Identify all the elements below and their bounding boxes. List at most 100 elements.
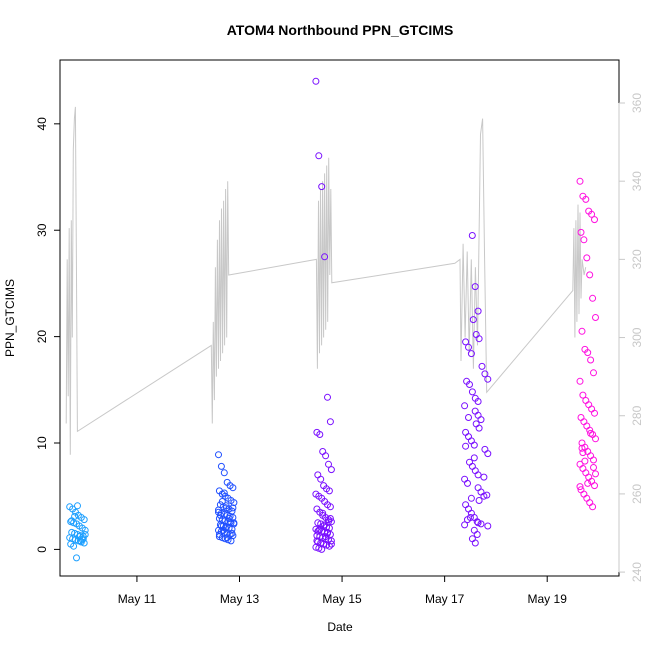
data-point — [580, 418, 588, 426]
data-point — [326, 503, 334, 511]
data-point — [579, 391, 587, 399]
data-point — [475, 497, 483, 504]
x-axis: May 11 May 13 May 15 May 17 May 19 — [118, 575, 568, 606]
line-series — [65, 106, 587, 455]
data-point — [468, 388, 476, 396]
data-point — [474, 411, 482, 419]
data-point — [589, 294, 597, 302]
data-point — [312, 77, 320, 85]
y2-tick-label: 260 — [630, 484, 644, 504]
x-tick-label: May 19 — [528, 592, 568, 606]
data-point — [474, 398, 482, 405]
data-point — [583, 422, 591, 430]
y-tick-label: 40 — [35, 117, 49, 131]
data-point — [230, 519, 238, 527]
data-point — [592, 435, 599, 443]
data-point — [579, 465, 587, 472]
y2-tick-label: 300 — [630, 327, 644, 347]
chart-title: ATOM4 Northbound PPN_GTCIMS — [227, 22, 454, 38]
data-point — [314, 471, 322, 479]
data-point — [318, 183, 326, 191]
data-point — [483, 491, 491, 499]
data-point — [218, 498, 226, 505]
data-point — [580, 236, 588, 244]
data-point — [585, 473, 593, 481]
data-point — [319, 448, 327, 455]
data-point — [467, 494, 475, 502]
data-point — [470, 526, 478, 534]
data-point — [577, 228, 585, 236]
data-point — [484, 375, 492, 383]
data-point — [325, 460, 332, 468]
x-tick-label: May 17 — [425, 592, 465, 606]
data-point — [465, 505, 472, 513]
data-point — [318, 545, 326, 553]
data-point — [472, 420, 480, 428]
data-point — [470, 441, 478, 449]
data-point — [473, 518, 481, 526]
data-point — [580, 490, 588, 498]
data-point — [81, 526, 89, 534]
data-point — [319, 509, 327, 517]
data-point — [583, 494, 591, 502]
y-axis-right: 240 260 280 300 320 340 360 — [618, 93, 644, 582]
y-tick-label: 20 — [35, 330, 49, 344]
data-point — [73, 554, 80, 562]
data-point — [314, 527, 322, 535]
data-point — [484, 450, 492, 458]
data-point — [582, 469, 590, 477]
x-axis-label: Date — [327, 620, 353, 634]
data-point — [461, 521, 469, 529]
data-point — [324, 528, 331, 536]
data-point — [464, 479, 471, 487]
data-point — [79, 535, 87, 543]
data-point — [586, 271, 594, 279]
data-point — [327, 540, 335, 548]
data-point — [587, 356, 595, 364]
y-tick-label: 0 — [35, 546, 49, 553]
data-point — [215, 506, 222, 514]
data-point — [471, 407, 479, 415]
data-point — [462, 428, 470, 436]
data-point — [467, 437, 475, 445]
data-point — [325, 487, 333, 495]
data-point — [474, 484, 482, 492]
data-point — [74, 502, 81, 510]
data-point — [582, 195, 590, 203]
data-point — [468, 232, 476, 239]
data-point — [81, 531, 89, 538]
data-point — [474, 471, 482, 479]
y2-tick-label: 320 — [630, 249, 644, 269]
data-point — [477, 520, 485, 528]
data-point — [576, 377, 584, 385]
data-point — [473, 531, 481, 538]
data-point — [225, 515, 233, 522]
data-point — [582, 397, 590, 404]
points-layer — [66, 77, 599, 562]
data-point — [478, 362, 486, 370]
y-tick-label: 30 — [35, 223, 49, 237]
x-tick-label: May 11 — [118, 592, 157, 606]
data-point — [462, 442, 470, 450]
data-point — [316, 525, 324, 533]
data-point — [467, 509, 475, 517]
data-point — [588, 210, 596, 218]
y2-tick-label: 340 — [630, 171, 644, 191]
data-point — [590, 456, 597, 464]
y2-tick-label: 240 — [630, 562, 644, 582]
data-point — [584, 479, 592, 487]
data-point — [591, 409, 598, 417]
y2-tick-label: 280 — [630, 405, 644, 425]
data-point — [480, 473, 488, 481]
data-point — [215, 531, 223, 538]
data-point — [474, 307, 482, 315]
data-point — [584, 349, 592, 357]
data-point — [477, 416, 485, 424]
data-point — [471, 539, 479, 547]
data-point — [466, 458, 473, 466]
grey-line — [65, 106, 587, 455]
data-point — [222, 502, 230, 510]
data-point — [223, 534, 231, 542]
data-point — [462, 338, 470, 346]
